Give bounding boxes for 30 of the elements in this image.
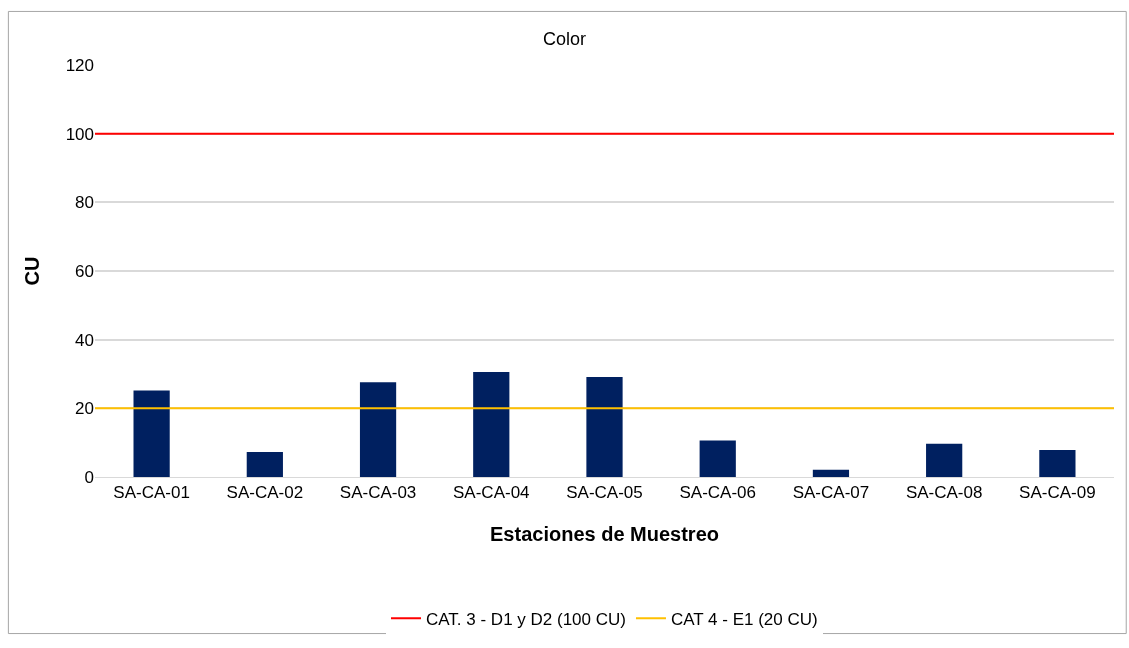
y-tick-label: 60 [75, 261, 94, 281]
y-axis-title: CU [21, 256, 44, 286]
y-tick-label: 40 [75, 330, 94, 350]
bar [926, 443, 963, 477]
y-tick-label: 0 [84, 467, 94, 487]
x-tick-label: SA-CA-08 [905, 483, 983, 503]
x-tick-label: SA-CA-06 [679, 483, 756, 503]
x-tick-label: SA-CA-05 [566, 483, 643, 503]
y-tick-label: 20 [75, 399, 94, 419]
x-tick-label: SA-CA-07 [792, 483, 870, 503]
y-tick-label: 120 [65, 55, 94, 75]
bar [473, 371, 510, 477]
x-tick-label: SA-CA-04 [453, 483, 530, 503]
x-tick-label: SA-CA-03 [339, 483, 417, 503]
bar [699, 440, 736, 477]
bar [246, 451, 283, 477]
legend-label: CAT 4 - E1 (20 CU) [670, 609, 818, 629]
chart-title: Color [542, 29, 587, 49]
y-tick-label: 80 [75, 193, 94, 213]
x-tick-label: SA-CA-09 [1019, 483, 1096, 503]
x-tick-label: SA-CA-02 [226, 483, 304, 503]
bar [812, 469, 850, 477]
bar [1039, 449, 1076, 477]
legend-label: CAT. 3 - D1 y D2 (100 CU) [426, 609, 626, 629]
y-tick-label: 100 [65, 124, 94, 144]
bar [133, 390, 170, 477]
x-axis-title: Estaciones de Muestreo [490, 522, 719, 545]
x-tick-label: SA-CA-01 [113, 483, 190, 503]
bar [359, 382, 397, 477]
bar [586, 377, 623, 477]
